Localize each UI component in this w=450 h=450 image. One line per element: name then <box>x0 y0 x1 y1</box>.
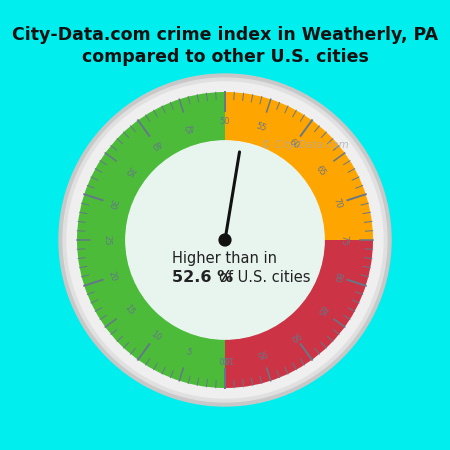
Text: City-Data.com crime index in Weatherly, PA: City-Data.com crime index in Weatherly, … <box>12 26 438 44</box>
Circle shape <box>67 82 383 398</box>
Text: 10: 10 <box>148 329 162 342</box>
Text: 90: 90 <box>288 329 302 342</box>
Circle shape <box>219 234 231 246</box>
Text: 65: 65 <box>314 163 328 177</box>
Text: compared to other U.S. cities: compared to other U.S. cities <box>81 48 369 66</box>
Text: © City-Data.com: © City-Data.com <box>261 140 349 150</box>
Text: 45: 45 <box>182 122 195 133</box>
Text: 40: 40 <box>148 138 162 151</box>
Text: 52.6 %: 52.6 % <box>172 270 234 285</box>
Text: 70: 70 <box>332 197 343 210</box>
Wedge shape <box>225 92 373 240</box>
Text: Higher than in: Higher than in <box>172 251 278 266</box>
Wedge shape <box>225 240 373 388</box>
Text: 25: 25 <box>102 235 111 245</box>
Text: 60: 60 <box>288 137 302 151</box>
Text: 30: 30 <box>107 197 118 210</box>
Circle shape <box>126 141 324 339</box>
Wedge shape <box>77 92 225 388</box>
Text: 85: 85 <box>314 303 328 316</box>
Text: 35: 35 <box>122 163 136 177</box>
Text: 20: 20 <box>107 270 118 283</box>
Text: 100: 100 <box>217 354 233 363</box>
Circle shape <box>59 74 391 406</box>
Text: 95: 95 <box>255 346 268 359</box>
Text: 15: 15 <box>122 303 136 316</box>
Text: 80: 80 <box>332 270 343 283</box>
Text: of U.S. cities: of U.S. cities <box>219 270 311 285</box>
Text: 5: 5 <box>184 347 192 358</box>
Text: 55: 55 <box>255 122 268 133</box>
Circle shape <box>63 78 387 402</box>
Text: 75: 75 <box>339 235 348 245</box>
Text: 0: 0 <box>222 354 228 363</box>
Text: 50: 50 <box>220 117 230 126</box>
